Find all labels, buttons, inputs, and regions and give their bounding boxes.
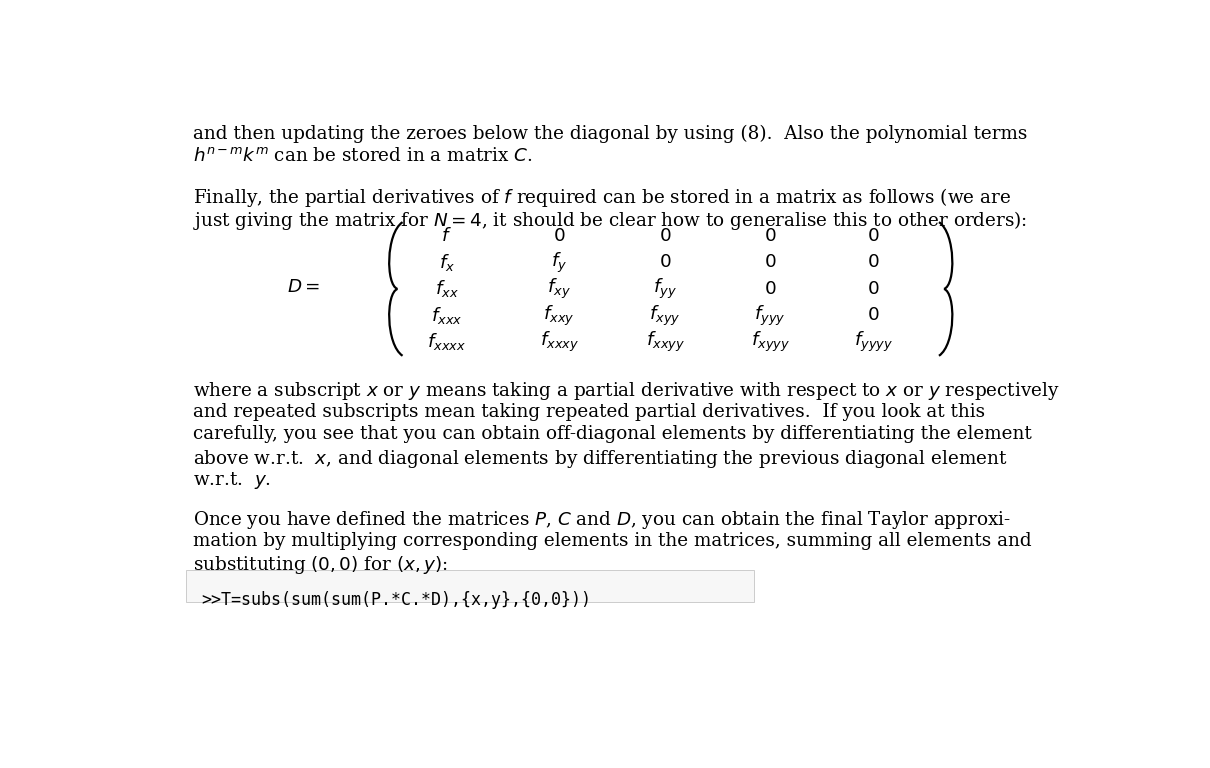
Text: $f_{xxy}$: $f_{xxy}$ bbox=[543, 303, 575, 328]
Text: mation by multiplying corresponding elements in the matrices, summing all elemen: mation by multiplying corresponding elem… bbox=[194, 532, 1032, 550]
Text: $0$: $0$ bbox=[868, 253, 880, 271]
Text: $f_{yyy}$: $f_{yyy}$ bbox=[755, 303, 785, 328]
Text: $f_{xyy}$: $f_{xyy}$ bbox=[650, 303, 681, 328]
Text: $0$: $0$ bbox=[659, 227, 672, 245]
Text: $0$: $0$ bbox=[764, 227, 777, 245]
Text: $f$: $f$ bbox=[442, 227, 453, 245]
Text: and repeated subscripts mean taking repeated partial derivatives.  If you look a: and repeated subscripts mean taking repe… bbox=[194, 402, 986, 421]
Text: $0$: $0$ bbox=[868, 227, 880, 245]
Text: substituting $(0,0)$ for $(x,y)$:: substituting $(0,0)$ for $(x,y)$: bbox=[194, 554, 449, 577]
Text: $f_{xyyy}$: $f_{xyyy}$ bbox=[750, 330, 790, 354]
Text: $D=$: $D=$ bbox=[287, 277, 321, 296]
Text: $f_{xxxx}$: $f_{xxxx}$ bbox=[427, 332, 466, 353]
Text: Once you have defined the matrices $P$, $C$ and $D$, you can obtain the final Ta: Once you have defined the matrices $P$, … bbox=[194, 509, 1012, 531]
Text: w.r.t.  $y$.: w.r.t. $y$. bbox=[194, 470, 271, 492]
Text: $f_{xxyy}$: $f_{xxyy}$ bbox=[646, 330, 685, 354]
Text: $h^{n-m}k^m$ can be stored in a matrix $C$.: $h^{n-m}k^m$ can be stored in a matrix $… bbox=[194, 147, 532, 165]
Text: above w.r.t.  $x$, and diagonal elements by differentiating the previous diagona: above w.r.t. $x$, and diagonal elements … bbox=[194, 448, 1008, 470]
Text: carefully, you see that you can obtain off-diagonal elements by differentiating : carefully, you see that you can obtain o… bbox=[194, 425, 1032, 443]
Text: $f_{xxx}$: $f_{xxx}$ bbox=[431, 305, 462, 326]
Text: $0$: $0$ bbox=[868, 306, 880, 324]
Text: $0$: $0$ bbox=[868, 280, 880, 298]
Text: just giving the matrix for $N=4$, it should be clear how to generalise this to o: just giving the matrix for $N=4$, it sho… bbox=[194, 209, 1027, 232]
Text: $0$: $0$ bbox=[553, 227, 565, 245]
Text: $f_y$: $f_y$ bbox=[551, 250, 567, 274]
Text: $f_{xx}$: $f_{xx}$ bbox=[434, 279, 459, 300]
Text: $f_x$: $f_x$ bbox=[438, 252, 455, 273]
Text: $0$: $0$ bbox=[659, 253, 672, 271]
Text: $0$: $0$ bbox=[764, 253, 777, 271]
Text: $f_{xxxy}$: $f_{xxxy}$ bbox=[540, 330, 578, 354]
Text: where a subscript $x$ or $y$ means taking a partial derivative with respect to $: where a subscript $x$ or $y$ means takin… bbox=[194, 380, 1060, 402]
Text: $f_{yyyy}$: $f_{yyyy}$ bbox=[854, 330, 893, 354]
FancyBboxPatch shape bbox=[186, 570, 754, 601]
Text: Finally, the partial derivatives of $f$ required can be stored in a matrix as fo: Finally, the partial derivatives of $f$ … bbox=[194, 187, 1012, 210]
Text: $f_{yy}$: $f_{yy}$ bbox=[653, 276, 678, 301]
Text: $0$: $0$ bbox=[764, 280, 777, 298]
Text: $f_{xy}$: $f_{xy}$ bbox=[547, 276, 571, 301]
Text: >>T=subs(sum(sum(P.*C.*D),{x,y},{0,0})): >>T=subs(sum(sum(P.*C.*D),{x,y},{0,0})) bbox=[201, 591, 590, 609]
Text: and then updating the zeroes below the diagonal by using (8).  Also the polynomi: and then updating the zeroes below the d… bbox=[194, 124, 1027, 143]
